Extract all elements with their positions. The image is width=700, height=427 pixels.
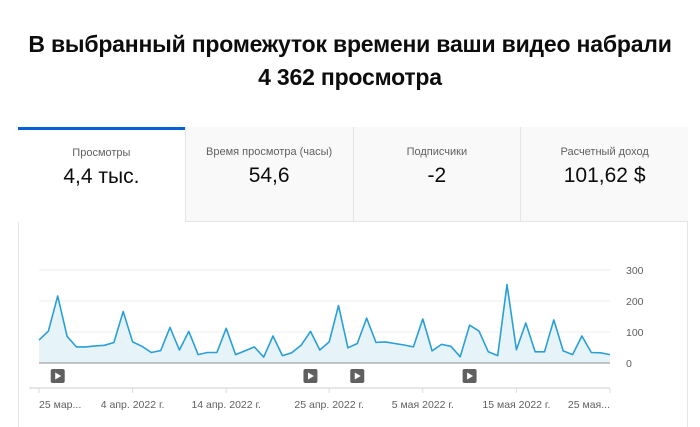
x-tick-label: 14 апр. 2022 г. bbox=[191, 399, 261, 411]
x-tick-label: 25 мар... bbox=[39, 399, 81, 411]
x-tick-label: 4 апр. 2022 г. bbox=[101, 399, 165, 411]
x-tick-label: 25 мая... bbox=[568, 399, 610, 411]
y-tick-label: 0 bbox=[626, 358, 632, 370]
x-tick-label: 15 мая 2022 г. bbox=[482, 399, 550, 411]
video-marker[interactable] bbox=[303, 369, 317, 383]
area-fill bbox=[39, 285, 610, 363]
y-tick-label: 200 bbox=[626, 296, 644, 308]
x-tick-label: 5 мая 2022 г. bbox=[392, 399, 454, 411]
video-marker[interactable] bbox=[350, 369, 364, 383]
x-tick-label: 25 апр. 2022 г. bbox=[294, 399, 364, 411]
video-marker[interactable] bbox=[51, 369, 65, 383]
y-tick-label: 300 bbox=[626, 265, 644, 277]
y-tick-label: 100 bbox=[626, 327, 644, 339]
video-marker[interactable] bbox=[463, 369, 477, 383]
